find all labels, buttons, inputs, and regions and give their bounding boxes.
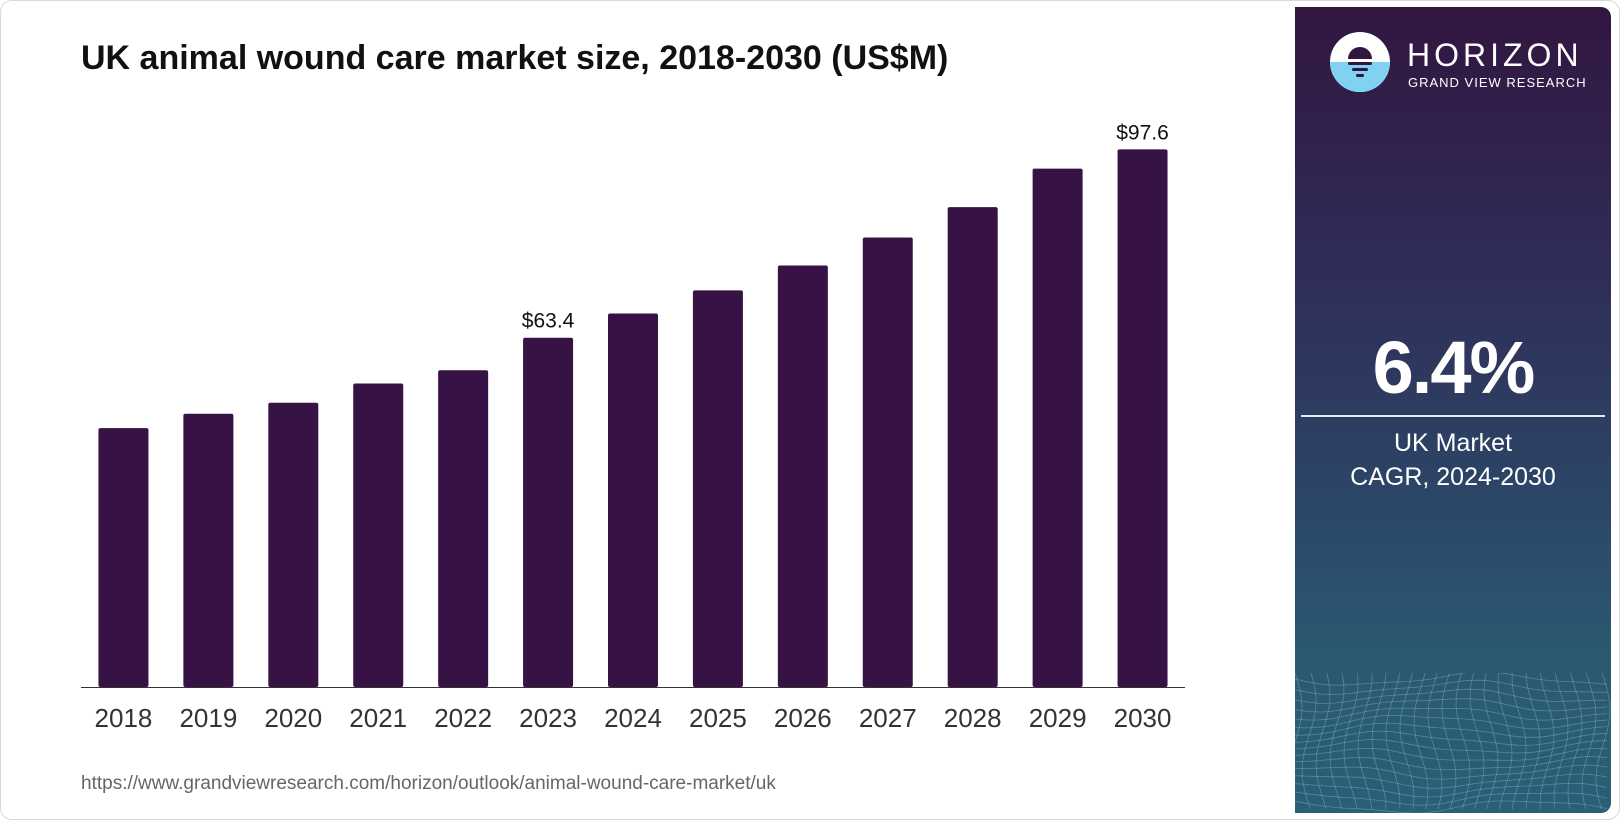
- bar-2024: [608, 313, 658, 687]
- cagr-label-market: UK Market: [1393, 429, 1513, 457]
- x-tick-label-2020: 2020: [264, 703, 322, 733]
- bar-chart: 2018 2019 2020 2021 2022 2023 $63.4 2024 2025 202…: [81, 121, 1185, 733]
- x-tick-label-2024: 2024: [604, 703, 662, 733]
- source-url: https://www.grandviewresearch.com/horizo…: [81, 773, 776, 794]
- bar-2018: [98, 428, 149, 687]
- bar-2029: [1032, 168, 1083, 687]
- bar-2026: [777, 265, 828, 687]
- x-tick-label-2025: 2025: [689, 703, 747, 733]
- cagr-divider: [1301, 415, 1605, 417]
- cagr-label-period: CAGR, 2024-2030: [1350, 463, 1556, 491]
- x-tick-label-2026: 2026: [774, 703, 832, 733]
- x-tick-label-2028: 2028: [944, 703, 1002, 733]
- bar-2022: [438, 370, 489, 687]
- cagr-sidebar: HORIZON GRAND VIEW RESEARCH 6.4% UK Mark…: [1295, 7, 1611, 813]
- x-tick-label-2019: 2019: [179, 703, 237, 733]
- data-label-2030: $97.6: [1116, 121, 1169, 144]
- x-tick-label-2030: 2030: [1114, 703, 1172, 733]
- bar-2023: [523, 337, 574, 687]
- x-tick-label-2023: 2023: [519, 703, 577, 733]
- x-tick-label-2029: 2029: [1029, 703, 1087, 733]
- bar-2020: [268, 402, 319, 687]
- chart-title: UK animal wound care market size, 2018-2…: [81, 39, 949, 77]
- brand-subtitle: GRAND VIEW RESEARCH: [1408, 75, 1587, 90]
- bar-2028: [947, 207, 998, 687]
- horizon-logo-icon: [1330, 32, 1390, 92]
- bar-2025: [692, 290, 743, 687]
- bar-2030: [1117, 149, 1168, 687]
- bar-2027: [862, 237, 913, 687]
- decorative-mesh-graphic: [1295, 673, 1611, 813]
- data-label-2023: $63.4: [522, 310, 575, 333]
- cagr-value: 6.4%: [1372, 326, 1536, 409]
- x-tick-label-2022: 2022: [434, 703, 492, 733]
- brand-name: HORIZON: [1407, 37, 1583, 73]
- bar-2021: [353, 383, 404, 687]
- x-tick-label-2027: 2027: [859, 703, 917, 733]
- x-tick-label-2021: 2021: [349, 703, 407, 733]
- bar-2019: [183, 413, 234, 687]
- x-tick-label-2018: 2018: [95, 703, 153, 733]
